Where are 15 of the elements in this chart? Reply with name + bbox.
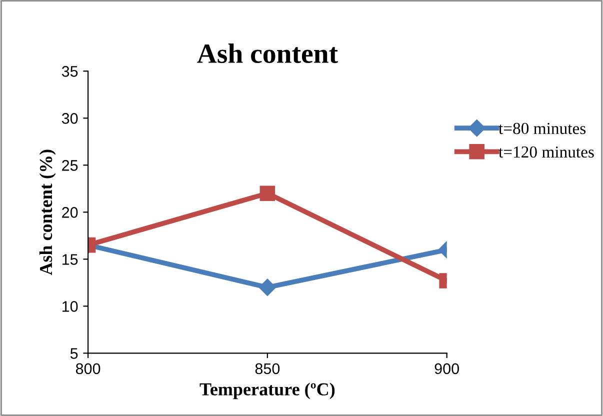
y-tick-label: 35 (62, 66, 78, 77)
x-tick-label: 800 (76, 363, 100, 374)
x-tick-label: 850 (255, 363, 280, 374)
y-tick-label: 15 (62, 254, 78, 265)
y-tick-label: 20 (62, 207, 78, 218)
y-axis-title: Ash content (%) (39, 150, 56, 276)
y-tick-label: 30 (62, 113, 78, 124)
legend-label: t=80 minutes (498, 122, 586, 134)
y-tick-label: 10 (62, 301, 78, 312)
x-axis-title: Temperature (ºC) (200, 382, 335, 400)
legend-label: t=120 minutes (498, 146, 594, 158)
y-tick-label: 5 (70, 348, 78, 359)
x-tick-label: 900 (434, 363, 459, 374)
chart-title: Ash content (197, 44, 338, 64)
y-tick-label: 25 (62, 160, 78, 171)
